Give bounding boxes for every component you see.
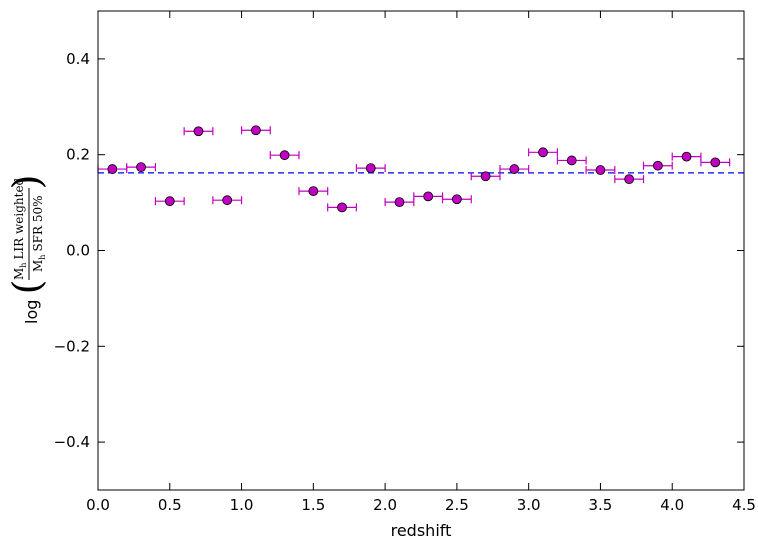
y-axis-label-numerator: Mh LIR weighted [12, 177, 28, 280]
x-tick-label: 3.0 [517, 496, 541, 514]
y-axis-label-denominator: Mh SFR 50% [31, 195, 47, 272]
y-den-m: M [31, 260, 45, 272]
data-point [451, 194, 462, 205]
y-num-rest: LIR weighted [12, 177, 26, 259]
data-point [652, 160, 663, 171]
data-point [222, 195, 233, 206]
data-point [308, 186, 319, 197]
x-axis-label: redshift [391, 521, 452, 540]
x-tick-label: 0.0 [86, 496, 110, 514]
y-axis-label: log ( Mh LIR weighted Mh SFR 50% ) [5, 175, 49, 324]
y-den-sub: h [38, 255, 47, 260]
y-tick-label: 0.2 [66, 146, 90, 164]
x-tick-label: 3.5 [589, 496, 613, 514]
y-tick-label: 0.4 [66, 50, 90, 68]
x-tick-label: 2.5 [445, 496, 469, 514]
data-points [107, 125, 721, 213]
data-point [538, 147, 548, 158]
x-tick-label: 4.0 [660, 496, 684, 514]
y-tick-label: −0.2 [54, 337, 90, 355]
y-num-m: M [12, 268, 26, 280]
y-axis-label-prefix: log [22, 300, 41, 324]
data-point [251, 125, 261, 136]
data-point [394, 197, 405, 208]
y-den-rest: SFR 50% [31, 195, 45, 251]
data-point [595, 165, 606, 175]
data-point [337, 202, 347, 213]
data-point [509, 164, 520, 174]
y-axis-label-paren-left: ( [5, 280, 49, 295]
data-point [164, 196, 175, 207]
x-tick-label: 4.5 [732, 496, 756, 514]
y-num-sub: h [19, 263, 28, 268]
y-tick-label: 0.0 [66, 242, 90, 260]
error-bars [97, 126, 731, 212]
data-point [107, 164, 118, 174]
x-tick-label: 1.0 [230, 496, 254, 514]
data-point [423, 191, 434, 202]
data-point [279, 150, 290, 161]
data-point [480, 171, 491, 182]
x-tick-label: 0.5 [158, 496, 182, 514]
data-point [710, 157, 721, 168]
data-point [136, 162, 146, 173]
plot-frame [97, 10, 745, 491]
data-point [624, 174, 635, 185]
y-axis-ticks: −0.4 −0.2 0.0 0.2 0.4 [54, 50, 744, 451]
data-point [566, 155, 577, 166]
x-tick-label: 2.0 [373, 496, 397, 514]
x-tick-label: 1.5 [301, 496, 325, 514]
data-point [681, 151, 692, 162]
data-point [193, 126, 204, 137]
y-axis-label-paren-right: ) [5, 175, 49, 190]
y-tick-label: −0.4 [54, 433, 90, 451]
x-axis-ticks: 0.0 0.5 1.0 1.5 2.0 2.5 3.0 3.5 4.0 4.5 [86, 11, 756, 514]
data-point [365, 163, 376, 174]
